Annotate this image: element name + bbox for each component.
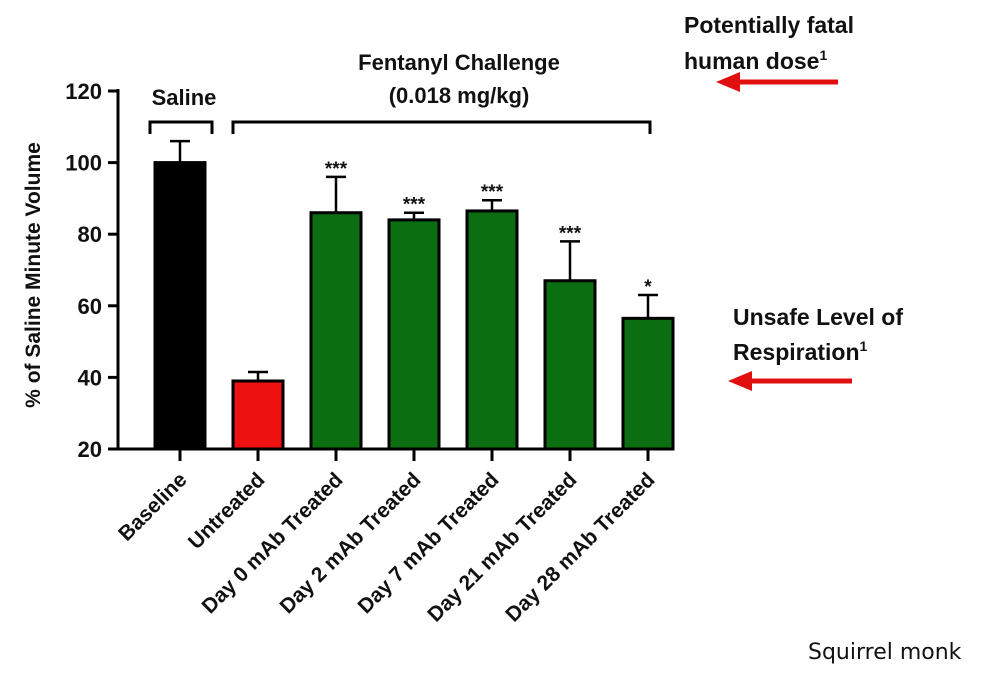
bar-3	[309, 211, 363, 451]
x-tick-label-5: Day 7 mAb Treated	[354, 468, 504, 618]
annotation-unsafe-respiration-superscript: 1	[860, 338, 868, 354]
x-tick-label-4: Day 2 mAb Treated	[276, 468, 426, 618]
significance-label-5: ***	[481, 182, 504, 203]
y-tick-label-100: 100	[65, 151, 102, 176]
x-tick-label-7: Day 28 mAb Treated	[501, 468, 659, 626]
bracket-fentanyl	[231, 120, 652, 134]
annotation-unsafe-respiration-line2: Respiration1	[733, 338, 868, 365]
bracket-label-saline: Saline	[152, 85, 217, 110]
bar-1	[153, 161, 207, 451]
significance-label-3: ***	[325, 159, 348, 180]
bracket-saline	[148, 120, 214, 134]
bar-2	[231, 379, 285, 451]
x-tick-label-1: Baseline	[114, 468, 191, 545]
significance-label-4: ***	[403, 195, 426, 216]
bracket-label-fentanyl-line2: (0.018 mg/kg)	[389, 83, 530, 108]
annotation-unsafe-respiration-arrow-head	[728, 371, 752, 391]
y-tick-label-80: 80	[78, 222, 102, 247]
bracket-label-fentanyl-line1: Fentanyl Challenge	[358, 50, 560, 75]
bar-6	[543, 279, 597, 451]
significance-label-6: ***	[559, 223, 582, 244]
significance-label-7: *	[644, 277, 652, 298]
bar-4	[387, 218, 441, 451]
y-tick-label-40: 40	[78, 365, 102, 390]
y-tick-label-60: 60	[78, 294, 102, 319]
bar-5	[465, 209, 519, 451]
footer-caption: Squirrel monk	[808, 640, 962, 665]
y-tick-label-20: 20	[78, 437, 102, 462]
annotation-unsafe-respiration-line1: Unsafe Level of	[733, 304, 903, 330]
y-axis-label: % of Saline Minute Volume	[22, 142, 45, 408]
annotation-fatal-dose-arrow-head	[716, 72, 740, 92]
bar-7	[621, 316, 675, 451]
y-tick-label-120: 120	[65, 79, 102, 104]
annotation-fatal-dose-superscript: 1	[819, 47, 827, 63]
x-tick-label-3: Day 0 mAb Treated	[198, 468, 348, 618]
annotation-fatal-dose-line2: human dose1	[684, 47, 827, 74]
x-tick-label-2: Untreated	[184, 468, 270, 554]
annotation-fatal-dose-line1: Potentially fatal	[684, 12, 854, 38]
x-tick-label-6: Day 21 mAb Treated	[423, 468, 581, 626]
